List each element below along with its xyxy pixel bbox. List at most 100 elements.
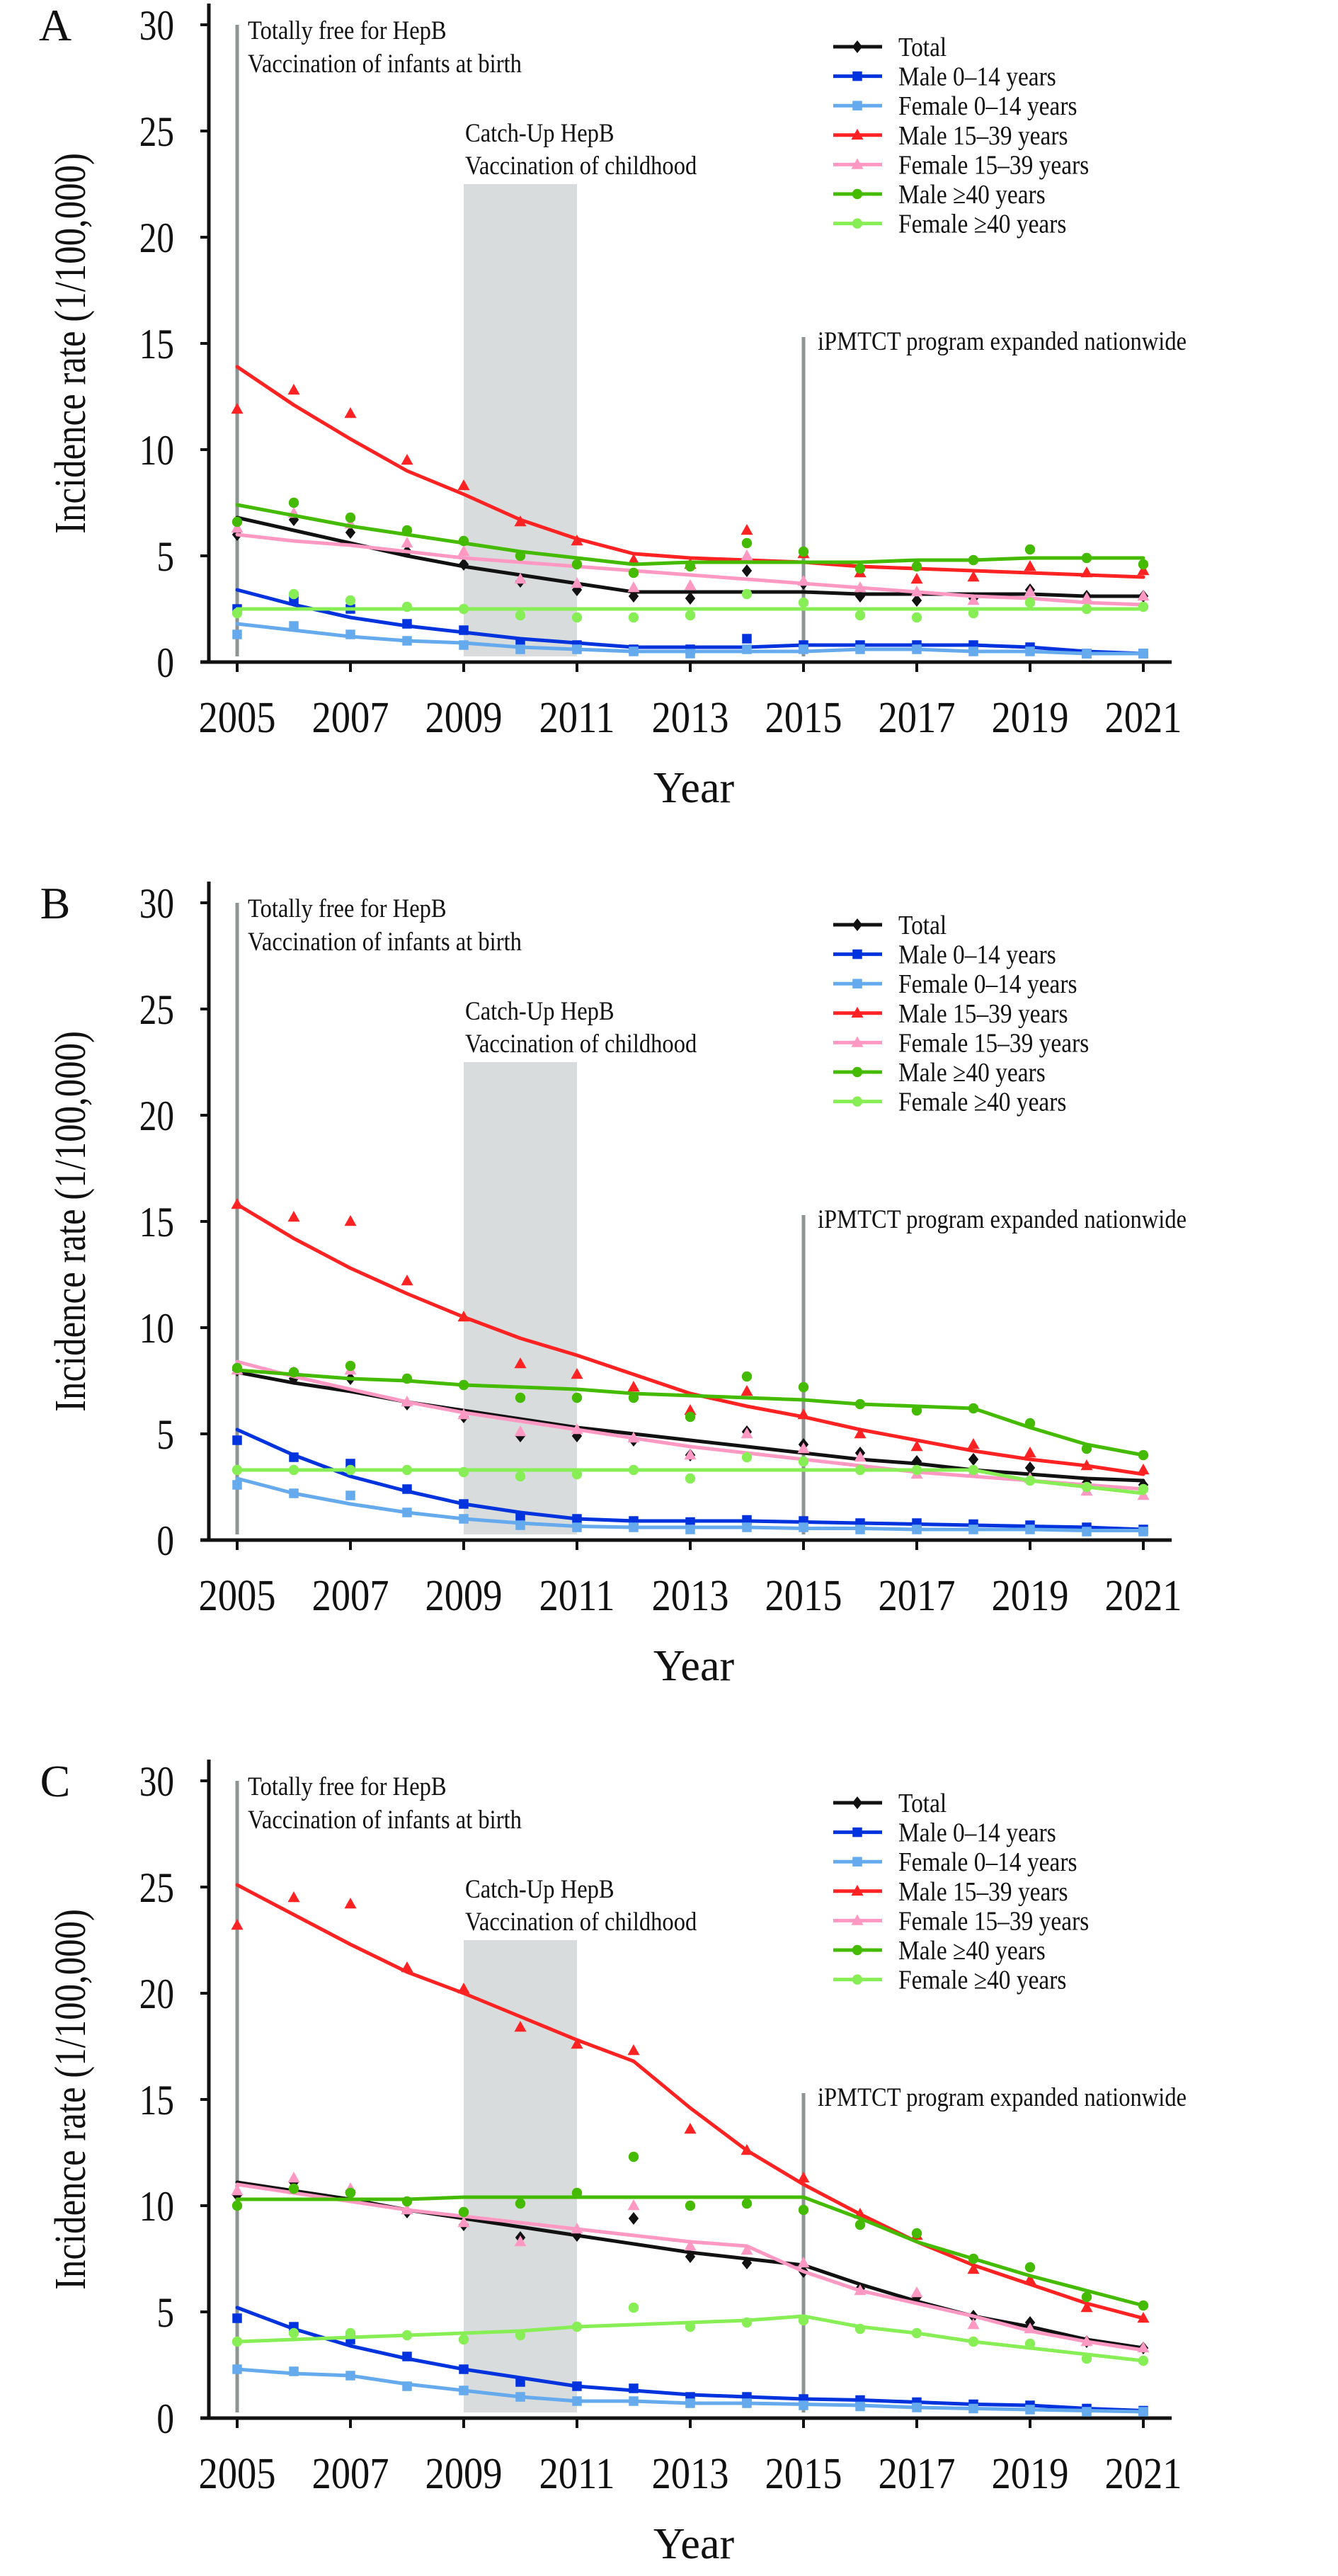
data-point-m014 xyxy=(402,2352,412,2361)
data-point-f014 xyxy=(912,644,922,654)
data-point-f1539 xyxy=(1080,2335,1093,2347)
y-tick-label: 0 xyxy=(156,2395,174,2442)
y-tick-label: 30 xyxy=(139,1757,174,1805)
y-tick-label: 25 xyxy=(139,986,174,1033)
series-f40 xyxy=(231,588,1149,623)
data-point-m014 xyxy=(742,1515,752,1525)
legend-label: Female 0–14 years xyxy=(898,969,1077,998)
data-point-f014 xyxy=(515,2392,525,2402)
data-point-f40 xyxy=(1081,603,1092,615)
data-point-f40 xyxy=(458,2334,469,2345)
legend-label: Female 15–39 years xyxy=(898,1027,1089,1057)
legend-label: Male 0–14 years xyxy=(898,940,1056,969)
catch-up-annotation-line2: Vaccination of childhood xyxy=(465,1907,697,1936)
data-point-m40 xyxy=(288,2183,299,2194)
data-point-m40 xyxy=(345,512,356,523)
x-tick-label: 2013 xyxy=(651,1571,728,1620)
data-point-f1539 xyxy=(401,2204,413,2215)
data-point-f40 xyxy=(515,610,526,621)
data-point-f40 xyxy=(345,2327,356,2339)
data-point-m1539 xyxy=(1024,1447,1036,1458)
data-point-f014 xyxy=(345,629,355,639)
data-point-total xyxy=(854,590,866,603)
birth-annotation-line2: Vaccination of infants at birth xyxy=(248,927,522,956)
data-point-total xyxy=(1024,1461,1036,1474)
x-tick-label: 2021 xyxy=(1104,2449,1182,2498)
data-point-f1539 xyxy=(514,573,527,584)
data-point-f40 xyxy=(968,1464,979,1476)
data-point-m1539 xyxy=(344,407,357,418)
legend-label: Female ≥40 years xyxy=(898,1087,1066,1117)
data-point-m1539 xyxy=(514,2021,527,2032)
data-point-m1539 xyxy=(287,1891,300,1903)
data-point-f1539 xyxy=(741,2244,753,2255)
data-point-f1539 xyxy=(287,2172,300,2183)
legend-marker-square xyxy=(852,949,862,959)
data-point-m40 xyxy=(1024,1418,1036,1429)
data-point-m1539 xyxy=(514,515,527,527)
data-point-f1539 xyxy=(967,594,980,605)
data-point-f40 xyxy=(854,2323,866,2335)
data-point-m1539 xyxy=(797,2172,810,2183)
panel-b: B Incidence rate (1/100,000) Totally free … xyxy=(40,878,1187,1690)
legend-label: Male ≥40 years xyxy=(898,1935,1046,1965)
data-point-f40 xyxy=(458,1466,469,1478)
data-point-m40 xyxy=(1138,2300,1149,2311)
data-point-f014 xyxy=(459,640,469,650)
x-tick-label: 2019 xyxy=(991,693,1068,742)
data-point-f40 xyxy=(231,2336,243,2347)
data-point-f40 xyxy=(401,1464,413,1476)
y-tick-label: 10 xyxy=(139,1304,174,1352)
data-point-m40 xyxy=(1081,552,1092,564)
data-point-total xyxy=(345,526,356,539)
data-point-m1539 xyxy=(457,479,470,491)
legend-label: Male 15–39 years xyxy=(898,998,1068,1028)
legend-label: Female ≥40 years xyxy=(898,1965,1066,1995)
data-point-m1539 xyxy=(627,1381,640,1392)
legend-marker-square xyxy=(852,1857,862,1867)
data-point-m1539 xyxy=(910,1440,923,1452)
data-point-f014 xyxy=(799,2400,808,2410)
legend-item-m1539: Male 15–39 years xyxy=(833,998,1068,1028)
legend-marker-circle xyxy=(852,188,863,200)
legend-marker-triangle xyxy=(851,1884,864,1896)
data-point-m1539 xyxy=(797,1408,810,1420)
data-point-m014 xyxy=(402,619,412,629)
data-point-m1539 xyxy=(1024,560,1036,571)
data-point-m1539 xyxy=(457,1311,470,1322)
data-point-f40 xyxy=(1024,2338,1036,2349)
data-point-f014 xyxy=(1025,1524,1035,1534)
legend-item-m1539: Male 15–39 years xyxy=(833,1876,1068,1906)
data-point-m40 xyxy=(1138,559,1149,570)
data-point-f014 xyxy=(459,1514,469,1524)
data-point-m40 xyxy=(968,2253,979,2264)
legend-marker-circle xyxy=(852,1066,863,1078)
x-axis-title: Year xyxy=(653,1642,735,1690)
legend-label: Male ≥40 years xyxy=(898,179,1046,209)
data-point-m40 xyxy=(628,2151,639,2162)
data-point-f014 xyxy=(855,1524,865,1534)
legend-label: Male 15–39 years xyxy=(898,120,1068,150)
data-point-f40 xyxy=(571,1469,583,1480)
data-point-f1539 xyxy=(514,2235,527,2247)
data-point-m1539 xyxy=(287,1211,300,1222)
x-tick-label: 2017 xyxy=(878,693,955,742)
panel-label: B xyxy=(40,878,71,928)
x-tick-label: 2017 xyxy=(878,1571,955,1620)
data-point-f40 xyxy=(401,601,413,612)
data-point-m40 xyxy=(571,559,583,570)
panel-label: C xyxy=(40,1756,71,1806)
data-point-f014 xyxy=(232,629,242,639)
data-point-f1539 xyxy=(627,581,640,593)
data-point-f1539 xyxy=(684,579,697,591)
data-point-f014 xyxy=(1138,2407,1148,2417)
data-point-m40 xyxy=(741,537,753,549)
legend-label: Total xyxy=(898,1788,947,1818)
data-point-m1539 xyxy=(571,1368,583,1379)
data-point-f1539 xyxy=(231,522,244,533)
legend-marker-diamond xyxy=(852,918,863,931)
trend-line-m40 xyxy=(235,503,1145,566)
data-point-m40 xyxy=(798,2204,809,2216)
legend-marker-triangle xyxy=(851,1914,864,1925)
